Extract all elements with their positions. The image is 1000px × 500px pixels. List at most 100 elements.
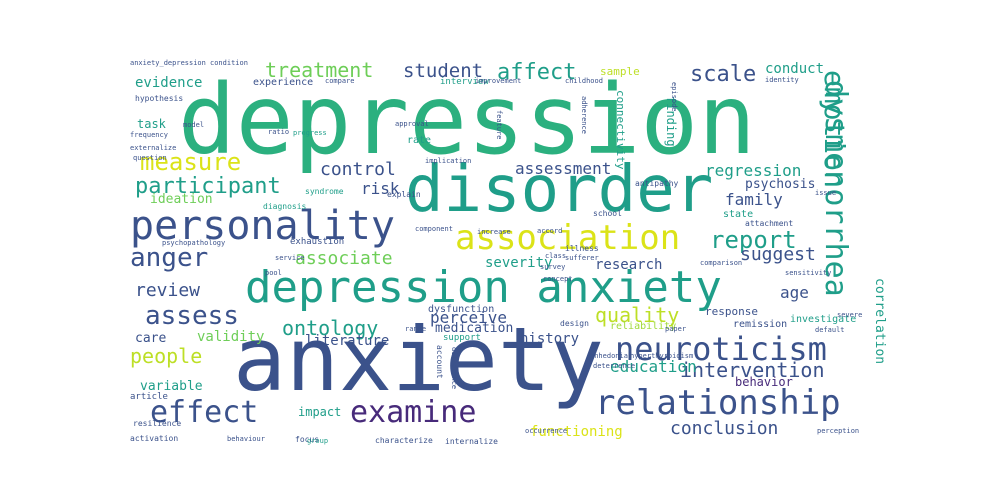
word-association: association (455, 218, 681, 258)
word-experience: experience (253, 77, 314, 88)
word-progress: progress (293, 129, 327, 137)
word-family: family (725, 190, 783, 209)
word-personality: personality (130, 203, 395, 249)
word-validity: validity (197, 329, 265, 345)
word-measure: measure (140, 148, 242, 176)
word-variable: variable (140, 379, 203, 394)
word-sample: sample (600, 65, 640, 78)
word-adherence: adherence (580, 96, 588, 134)
word-paper: paper (665, 325, 687, 333)
word-perception: perception (817, 427, 860, 435)
word-behaviour: behaviour (227, 435, 265, 443)
word-cloud: depression anxiety disorder depression anxi… (125, 50, 890, 450)
word-range: range (405, 325, 427, 333)
word-effect: effect (150, 395, 259, 430)
word-characterize: characterize (375, 436, 433, 445)
word-group: group (307, 437, 329, 445)
word-explain: explain (387, 190, 421, 199)
word-examine: examine (350, 395, 477, 430)
word-control: control (320, 159, 396, 180)
word-medication: medication (435, 321, 514, 336)
word-model: model (183, 121, 205, 129)
word-attachment: attachment (745, 219, 794, 228)
word-psychosis: psychosis (745, 177, 816, 192)
word-default: default (815, 326, 845, 334)
word-article: article (130, 392, 168, 402)
word-severe: severe (837, 311, 863, 319)
word-disorder: disorder (405, 153, 714, 227)
word-evidence: evidence (135, 75, 203, 91)
word-depression: depression (178, 64, 756, 176)
word-interview: interview (440, 77, 489, 87)
word-account: account (435, 345, 444, 379)
word-sufferer: sufferer (565, 254, 599, 262)
word-report: report (710, 226, 797, 254)
word-functioning: functioning (530, 424, 623, 440)
word-concept: concept (543, 275, 573, 283)
word-deterrence: deterrence (593, 362, 636, 370)
word-literature: literature (305, 333, 390, 349)
word-psychopathology: psychopathology (162, 239, 226, 247)
word-pool: pool (265, 269, 282, 277)
word-treatment: treatment (265, 58, 374, 82)
word-difference: difference (450, 347, 458, 390)
word-resilience: resilience (133, 419, 182, 428)
word-emotion: emotion (818, 70, 851, 189)
word-neuroticism: neuroticism (615, 330, 827, 368)
word-internalize: internalize (445, 437, 498, 446)
word-suggest: suggest (740, 244, 816, 265)
word-ideation: ideation (150, 192, 213, 207)
word-design: design (560, 319, 589, 328)
word-impact: impact (298, 405, 342, 419)
word-depression-anxiety: depression anxiety (245, 262, 722, 313)
word-childhood: childhood (565, 77, 603, 85)
word-survey: survey (540, 263, 566, 271)
word-feature: feature (495, 110, 503, 140)
word-anhedonia: anhedonia (590, 352, 628, 360)
word-activation: activation (130, 434, 179, 443)
word-research: research (595, 257, 663, 273)
word-student: student (403, 60, 484, 82)
word-conclusion: conclusion (670, 418, 779, 439)
word-support: support (443, 333, 481, 343)
word-review: review (135, 280, 201, 301)
word-exhaustion: exhaustion (290, 237, 345, 247)
word-compare: compare (325, 77, 355, 85)
word-age: age (780, 283, 809, 302)
word-approval: approval (395, 120, 429, 128)
word-ratio: ratio (268, 128, 290, 136)
word-task: task (137, 117, 166, 131)
word-episode: episode (670, 82, 678, 112)
word-rate: rate (407, 135, 432, 146)
word-increase: increase (477, 228, 511, 236)
word-participant: participant (135, 174, 281, 199)
word-condition: condition (210, 59, 248, 67)
word-issue: issue (815, 189, 837, 197)
word-sensitivity: sensitivity (785, 269, 832, 277)
word-affect: affect (497, 60, 577, 85)
word-education: education (610, 357, 697, 376)
word-accord: accord (537, 227, 563, 235)
word-hypothesis: hypothesis (135, 94, 184, 103)
word-anger: anger (130, 243, 209, 273)
word-anxiety: anxiety (233, 308, 604, 411)
word-regression: regression (705, 161, 802, 180)
word-remission: remission (733, 319, 788, 330)
word-comparison: comparison (700, 259, 743, 267)
word-history: history (520, 331, 580, 347)
word-finding: finding (664, 96, 678, 147)
word-perceive: perceive (430, 308, 508, 327)
word-mentalization: mentalization (887, 160, 890, 239)
word-dysmenorrhea: dysmenorrhea (818, 80, 853, 297)
word-investigate: investigate (790, 314, 857, 325)
word-care: care (135, 331, 167, 346)
word-implication: implication (425, 157, 472, 165)
word-illness: illness (565, 244, 599, 253)
word-service: service (275, 254, 305, 262)
word-people: people (130, 344, 203, 368)
word-externalize: externalize (130, 144, 177, 152)
word-associate: associate (295, 248, 393, 269)
word-focus: focus (295, 435, 320, 444)
word-correlation: correlation (872, 278, 887, 365)
word-antipathy: antipathy (635, 179, 679, 188)
